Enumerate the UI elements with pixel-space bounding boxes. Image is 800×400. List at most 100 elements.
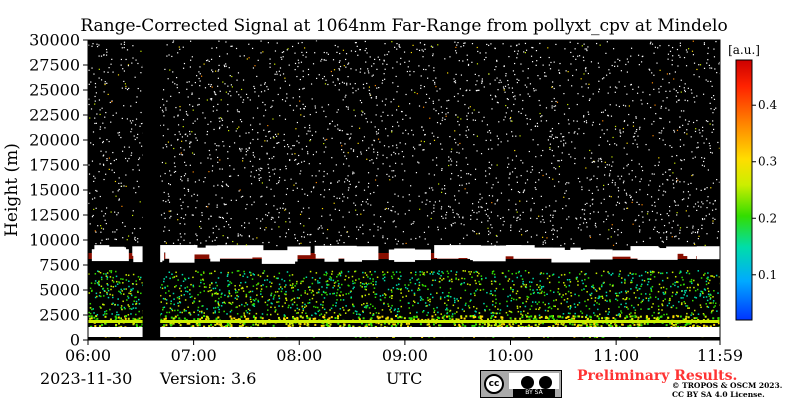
noise-cell: [194, 133, 196, 135]
signal-cell: [397, 322, 400, 325]
noise-cell: [209, 98, 212, 100]
signal-cell: [227, 285, 229, 287]
noise-cell: [211, 69, 213, 71]
signal-cell: [508, 278, 511, 280]
noise-cell: [221, 118, 223, 120]
noise-cell: [342, 200, 344, 202]
noise-cell: [509, 173, 511, 175]
noise-cell: [393, 151, 395, 153]
noise-cell: [386, 53, 388, 56]
signal-cell: [679, 315, 682, 318]
signal-cell: [499, 309, 502, 311]
signal-cell: [353, 286, 355, 289]
signal-cell: [438, 280, 441, 283]
signal-cell: [492, 311, 494, 314]
signal-cell: [567, 315, 570, 318]
noise-cell: [456, 161, 458, 163]
noise-cell: [192, 105, 194, 107]
noise-cell: [441, 206, 443, 208]
noise-cell: [303, 115, 305, 118]
noise-cell: [107, 93, 109, 96]
noise-cell: [666, 230, 668, 233]
noise-cell: [229, 165, 231, 167]
signal-cell: [227, 295, 230, 297]
signal-cell: [168, 271, 171, 273]
noise-cell: [200, 75, 203, 77]
noise-cell: [282, 73, 285, 75]
noise-cell: [338, 68, 340, 70]
noise-cell: [551, 86, 554, 88]
signal-cell: [96, 282, 99, 284]
noise-cell: [197, 104, 199, 106]
noise-cell: [301, 41, 303, 44]
noise-cell: [510, 120, 512, 122]
signal-cell: [510, 288, 512, 290]
noise-cell: [690, 182, 692, 184]
noise-cell: [387, 135, 389, 137]
signal-cell: [199, 310, 201, 313]
signal-cell: [273, 294, 276, 296]
signal-cell: [439, 324, 442, 327]
noise-cell: [254, 65, 256, 67]
signal-cell: [197, 294, 199, 296]
signal-cell: [283, 317, 286, 320]
signal-cell: [686, 295, 688, 297]
noise-cell: [323, 244, 325, 246]
noise-cell: [619, 131, 621, 133]
signal-cell: [305, 312, 307, 315]
signal-cell: [429, 273, 431, 275]
noise-cell: [592, 160, 594, 163]
noise-cell: [179, 109, 181, 111]
noise-cell: [215, 225, 217, 227]
noise-cell: [182, 46, 184, 48]
noise-cell: [237, 233, 239, 235]
signal-cell: [685, 289, 687, 292]
signal-cell: [520, 285, 523, 288]
noise-cell: [263, 129, 265, 131]
signal-cell: [439, 286, 442, 289]
noise-cell: [264, 104, 266, 106]
noise-cell: [98, 171, 100, 173]
noise-cell: [664, 171, 667, 173]
noise-cell: [583, 43, 585, 45]
noise-cell: [708, 64, 710, 66]
noise-cell: [458, 202, 460, 204]
signal-cell: [442, 315, 445, 318]
noise-cell: [110, 162, 112, 165]
noise-cell: [676, 129, 679, 131]
signal-cell: [112, 281, 115, 283]
noise-cell: [331, 157, 333, 159]
noise-cell: [662, 173, 664, 175]
noise-cell: [334, 84, 336, 86]
signal-cell: [712, 300, 715, 302]
signal-cell: [104, 315, 107, 318]
noise-cell: [111, 100, 113, 102]
noise-cell: [95, 207, 97, 209]
signal-cell: [286, 317, 289, 320]
noise-cell: [659, 185, 661, 187]
noise-cell: [638, 225, 640, 227]
noise-cell: [616, 201, 619, 203]
signal-cell: [641, 279, 644, 281]
signal-cell: [534, 301, 537, 303]
signal-cell: [653, 311, 655, 314]
noise-cell: [448, 164, 450, 167]
signal-cell: [128, 280, 130, 283]
noise-cell: [558, 122, 560, 125]
noise-cell: [673, 131, 676, 133]
noise-cell: [358, 127, 361, 129]
signal-cell: [548, 306, 551, 308]
noise-cell: [274, 221, 276, 223]
signal-cell: [379, 295, 382, 297]
signal-cell: [268, 298, 271, 301]
signal-cell: [201, 311, 203, 314]
noise-cell: [480, 206, 482, 208]
noise-cell: [217, 103, 219, 105]
noise-cell: [346, 231, 348, 233]
noise-cell: [230, 95, 232, 97]
signal-cell: [240, 325, 243, 328]
noise-cell: [566, 218, 568, 220]
signal-cell: [640, 274, 643, 277]
signal-cell: [309, 286, 311, 288]
signal-cell: [350, 297, 352, 299]
